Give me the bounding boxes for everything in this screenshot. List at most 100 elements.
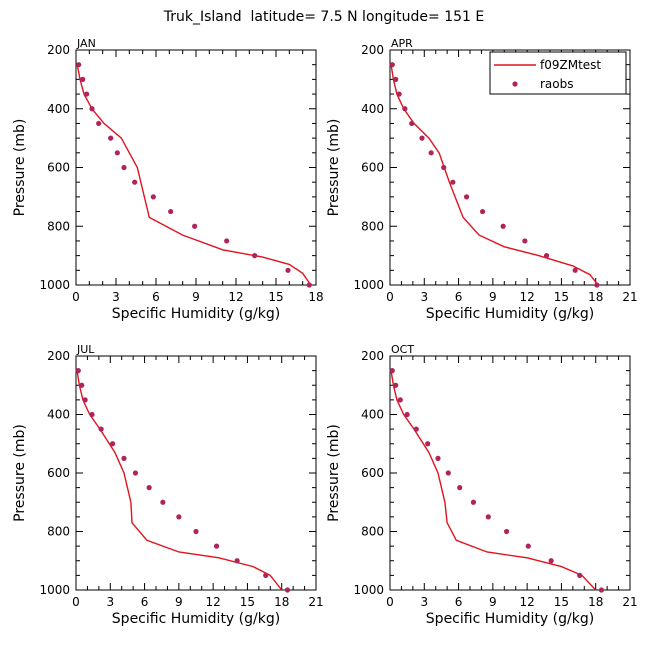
y-tick-label: 1000 <box>39 583 70 597</box>
obs-point <box>82 397 88 403</box>
obs-point <box>572 267 578 273</box>
obs-point <box>192 223 198 229</box>
y-tick-label: 800 <box>361 525 384 539</box>
obs-point <box>150 194 156 200</box>
legend-model-label: f09ZMtest <box>540 58 601 72</box>
y-tick-label: 400 <box>361 408 384 422</box>
x-tick-label: 21 <box>622 595 637 609</box>
y-tick-label: 1000 <box>39 278 70 292</box>
obs-point <box>89 106 95 112</box>
x-tick-label: 6 <box>152 290 160 304</box>
obs-point <box>80 76 86 82</box>
obs-point <box>396 91 402 97</box>
y-tick-label: 800 <box>47 219 70 233</box>
y-tick-label: 600 <box>47 466 70 480</box>
obs-point <box>108 135 114 141</box>
obs-point <box>114 150 120 156</box>
y-tick-label: 200 <box>361 43 384 57</box>
x-tick-label: 18 <box>308 290 323 304</box>
obs-point <box>285 267 291 273</box>
obs-point <box>84 91 90 97</box>
obs-point <box>441 164 447 171</box>
obs-point <box>213 543 220 549</box>
obs-point <box>121 455 127 461</box>
plot-frame <box>75 49 317 286</box>
obs-point <box>409 120 415 127</box>
y-tick-label: 600 <box>361 466 384 480</box>
y-axis-title: Pressure (mb) <box>12 119 28 217</box>
x-tick-label: 0 <box>386 595 394 609</box>
x-tick-label: 0 <box>72 290 80 304</box>
obs-point <box>445 470 451 476</box>
y-axis-title: Pressure (mb) <box>326 119 342 217</box>
obs-point <box>393 382 399 388</box>
obs-point <box>500 223 506 229</box>
x-tick-label: 18 <box>588 290 603 304</box>
series-f09zmtest <box>390 64 599 286</box>
panel-label: APR <box>391 37 413 50</box>
x-tick-label: 21 <box>622 290 637 304</box>
obs-point <box>525 543 531 549</box>
x-tick-label: 0 <box>72 595 80 609</box>
model-profile-line <box>390 64 599 286</box>
y-tick-label: 800 <box>361 219 384 233</box>
model-profile-line <box>390 370 597 591</box>
obs-point <box>146 485 152 491</box>
x-tick-label: 18 <box>274 595 289 609</box>
obs-point <box>89 411 95 418</box>
obs-point <box>503 528 510 535</box>
x-tick-label: 15 <box>240 595 255 609</box>
y-axis-title: Pressure (mb) <box>326 424 342 522</box>
obs-point <box>132 179 138 185</box>
obs-point <box>176 514 182 520</box>
main-title: Truk_Island latitude= 7.5 N longitude= 1… <box>163 9 484 25</box>
x-tick-label: 9 <box>489 595 497 609</box>
x-tick-label: 3 <box>106 595 114 609</box>
x-tick-label: 0 <box>386 290 394 304</box>
legend-box <box>489 51 627 95</box>
series-raobs <box>389 62 600 288</box>
y-tick-label: 200 <box>361 349 384 363</box>
y-tick-label: 600 <box>361 161 384 175</box>
y-tick-label: 200 <box>47 349 70 363</box>
series-raobs <box>76 62 312 288</box>
series-raobs <box>75 368 291 593</box>
series-f09zmtest <box>76 370 283 591</box>
obs-point <box>435 455 441 461</box>
obs-point <box>457 485 463 491</box>
obs-point <box>234 558 240 564</box>
x-tick-label: 9 <box>192 290 200 304</box>
y-axis-title: Pressure (mb) <box>12 424 28 522</box>
x-tick-label: 3 <box>112 290 120 304</box>
obs-point <box>413 426 419 432</box>
obs-point <box>98 426 104 432</box>
obs-point <box>224 238 230 244</box>
x-tick-label: 6 <box>141 595 149 609</box>
x-tick-label: 15 <box>554 290 569 304</box>
x-tick-label: 15 <box>554 595 569 609</box>
obs-point <box>393 76 399 82</box>
model-profile-line <box>76 64 312 286</box>
obs-point <box>160 499 166 505</box>
legend-obs-label: raobs <box>540 77 574 91</box>
obs-point <box>479 208 486 215</box>
obs-point <box>404 411 410 418</box>
obs-point <box>121 164 127 171</box>
obs-point <box>75 368 81 374</box>
obs-point <box>263 572 269 578</box>
obs-point <box>463 194 470 200</box>
obs-point <box>284 587 291 593</box>
x-axis-title: Specific Humidity (g/kg) <box>112 611 280 627</box>
x-axis-title: Specific Humidity (g/kg) <box>426 306 594 322</box>
obs-point <box>193 528 199 535</box>
panel-label: JUL <box>76 343 95 356</box>
obs-point <box>470 499 477 505</box>
panel-label: OCT <box>391 343 414 356</box>
series-f09zmtest <box>390 370 597 591</box>
panel-oct: 0 3 6 9 12 15 18 21 200 400 600 800 1000 Specific Hum… <box>326 343 638 627</box>
panel-jul: 0 3 6 9 12 15 18 21 200 400 600 800 1000 Specific Hum… <box>12 343 324 627</box>
panel-jan: 0 3 6 9 12 15 18 200 400 600 800 1000 Specific Humid… <box>12 37 324 322</box>
series-raobs <box>389 368 605 593</box>
y-tick-label: 800 <box>47 525 70 539</box>
